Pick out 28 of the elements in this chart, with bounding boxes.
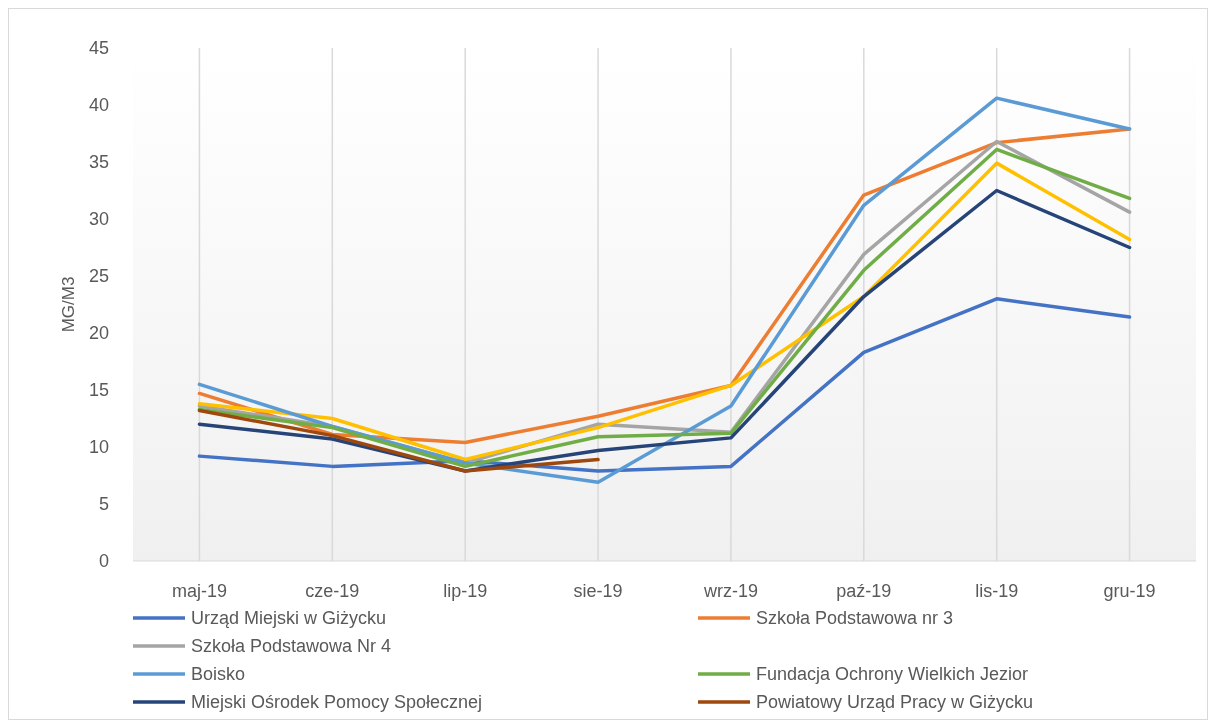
x-tick-label: cze-19: [305, 581, 360, 601]
legend-label: Szkoła Podstawowa nr 3: [756, 608, 954, 629]
y-tick-label: 10: [88, 437, 109, 458]
line-series: [197, 96, 1132, 485]
legend-label: Fundacja Ochrony Wielkich Jezior: [756, 664, 1029, 685]
y-tick-label: 40: [88, 95, 109, 116]
x-tick-label: wrz-19: [702, 581, 758, 601]
legend-label: Miejski Ośrodek Pomocy Społecznej: [191, 692, 483, 713]
y-tick-label: 0: [98, 551, 109, 572]
x-tick-label: lip-19: [443, 581, 488, 601]
legend-label: Szkoła Podstawowa Nr 4: [191, 636, 392, 657]
y-tick-label: 35: [88, 152, 109, 173]
y-tick-label: 45: [88, 38, 109, 59]
x-tick-label: lis-19: [975, 581, 1019, 601]
y-tick-label: 5: [98, 494, 109, 515]
y-tick-label: 25: [88, 266, 109, 287]
y-tick-label: 30: [88, 209, 109, 230]
legend-label: Boisko: [191, 664, 246, 685]
x-tick-label: maj-19: [171, 581, 227, 601]
legend-label: Urząd Miejski w Giżycku: [191, 608, 387, 629]
legend-label: Powiatowy Urząd Pracy w Giżycku: [756, 692, 1034, 713]
line-series: [197, 408, 600, 473]
x-tick-label: paź-19: [836, 581, 892, 601]
y-axis-title: MG/M3: [59, 276, 78, 333]
y-tick-label: 15: [88, 380, 109, 401]
x-tick-label: gru-19: [1103, 581, 1156, 601]
x-tick-label: sie-19: [573, 581, 623, 601]
y-tick-label: 20: [88, 323, 109, 344]
